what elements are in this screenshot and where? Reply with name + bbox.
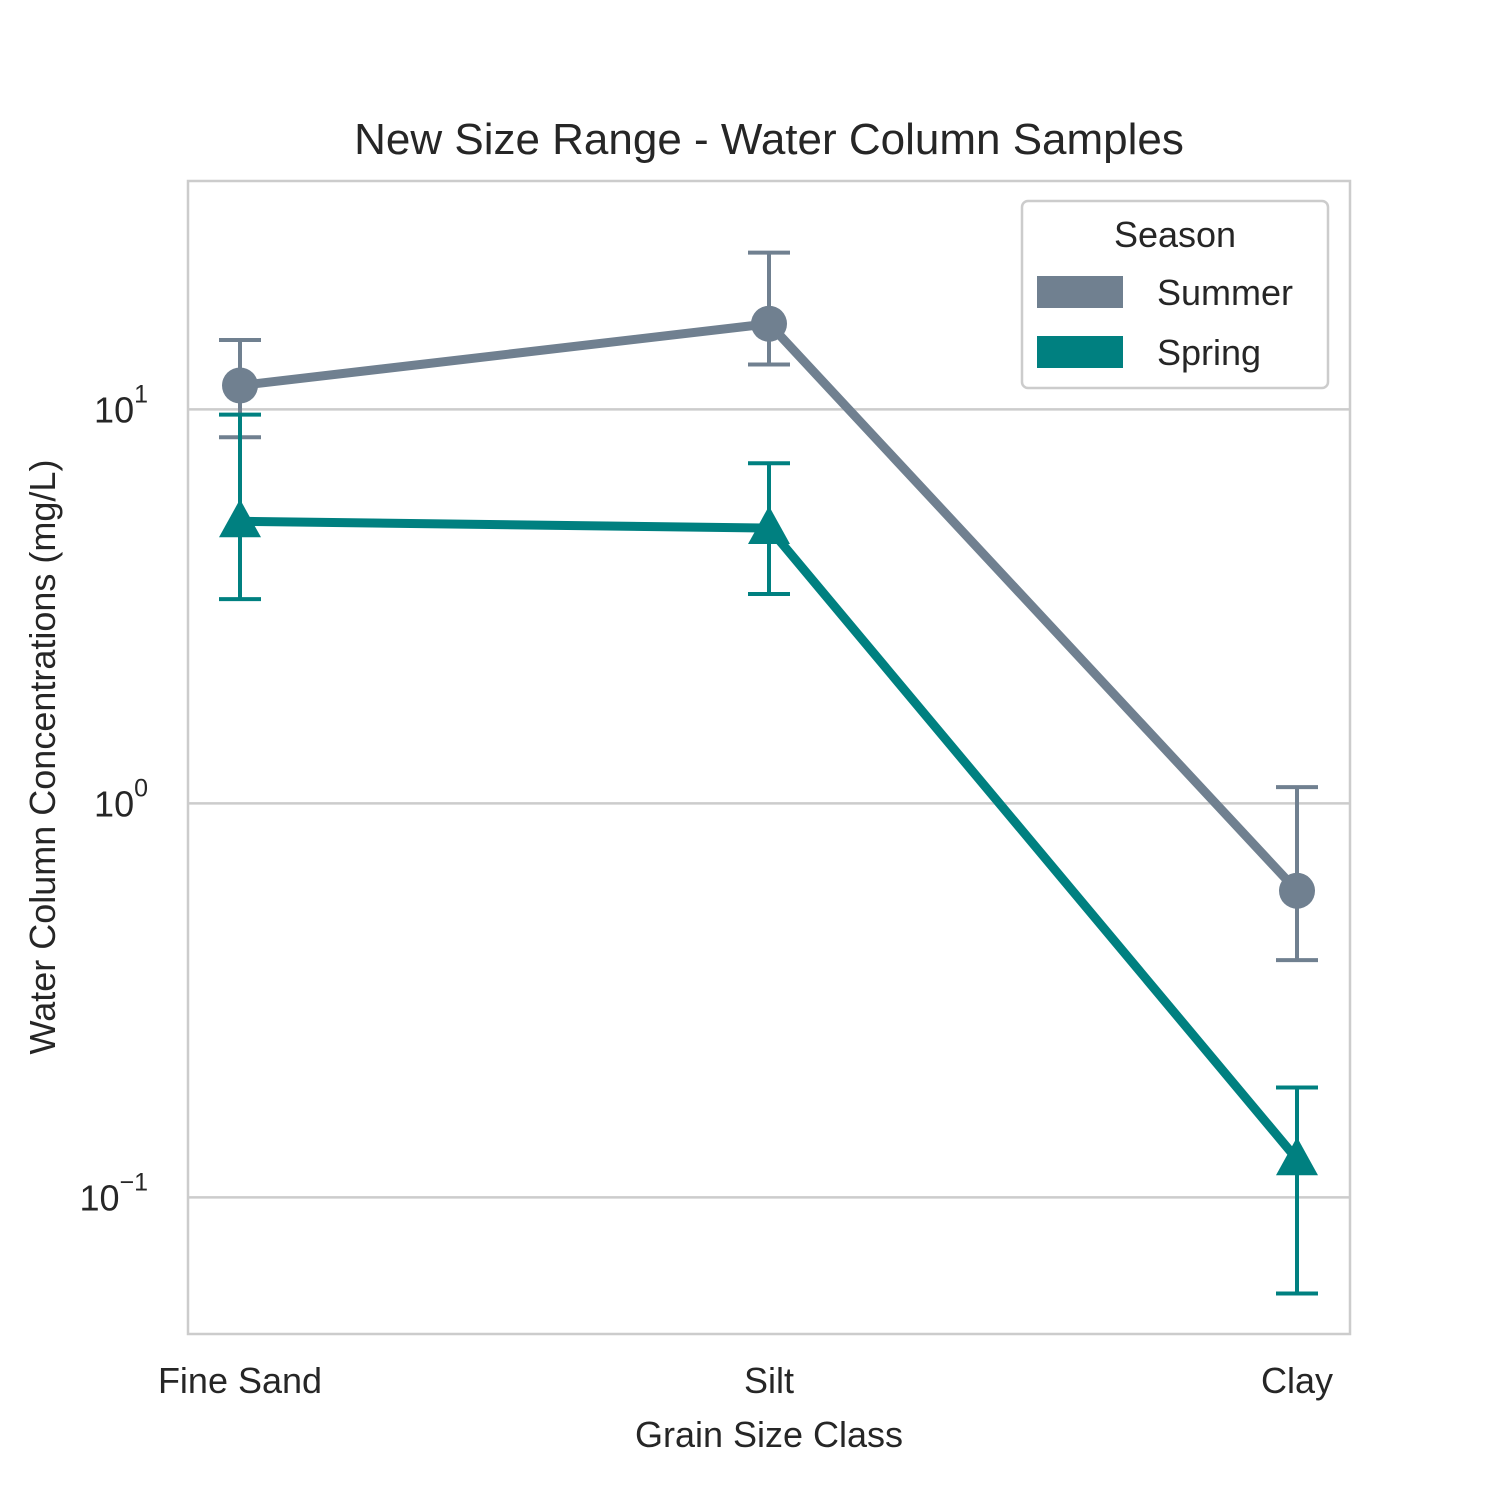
- data-point-0-0: [222, 367, 258, 404]
- y-axis-label: Water Column Concentrations (mg/L): [22, 460, 63, 1055]
- plot-area-frame: [186, 179, 1352, 1336]
- data-point-0-1: [751, 305, 787, 342]
- x-tick-label-0: Fine Sand: [158, 1360, 322, 1401]
- data-point-1-2: [1276, 1137, 1318, 1176]
- legend: Season Summer Spring: [1020, 199, 1330, 390]
- x-tick-label-2: Clay: [1261, 1360, 1333, 1401]
- legend-entries: Summer Spring: [1037, 272, 1293, 373]
- data-point-1-0: [219, 499, 261, 538]
- series-spring: [219, 412, 1318, 1296]
- y-tick-label-1: 100: [94, 774, 148, 824]
- legend-label-summer: Summer: [1157, 272, 1293, 313]
- series-line-spring: [239, 516, 1301, 1163]
- data-point-0-2: [1279, 872, 1315, 909]
- x-tick-label-1: Silt: [744, 1360, 794, 1401]
- y-tick-label-2: 10−1: [79, 1168, 148, 1218]
- tick-labels: 101 100 10−1 Fine Sand Silt Clay: [79, 380, 1333, 1401]
- data-point-1-1: [748, 506, 790, 545]
- x-axis-label: Grain Size Class: [635, 1414, 903, 1455]
- grid-lines: [188, 408, 1350, 1199]
- y-tick-label-0: 101: [94, 380, 148, 430]
- chart-title: New Size Range - Water Column Samples: [354, 115, 1184, 164]
- legend-label-spring: Spring: [1157, 332, 1261, 373]
- series-layer: [219, 250, 1318, 1296]
- legend-swatch-spring: [1037, 336, 1123, 368]
- legend-swatch-summer: [1037, 276, 1123, 308]
- legend-title: Season: [1114, 214, 1236, 255]
